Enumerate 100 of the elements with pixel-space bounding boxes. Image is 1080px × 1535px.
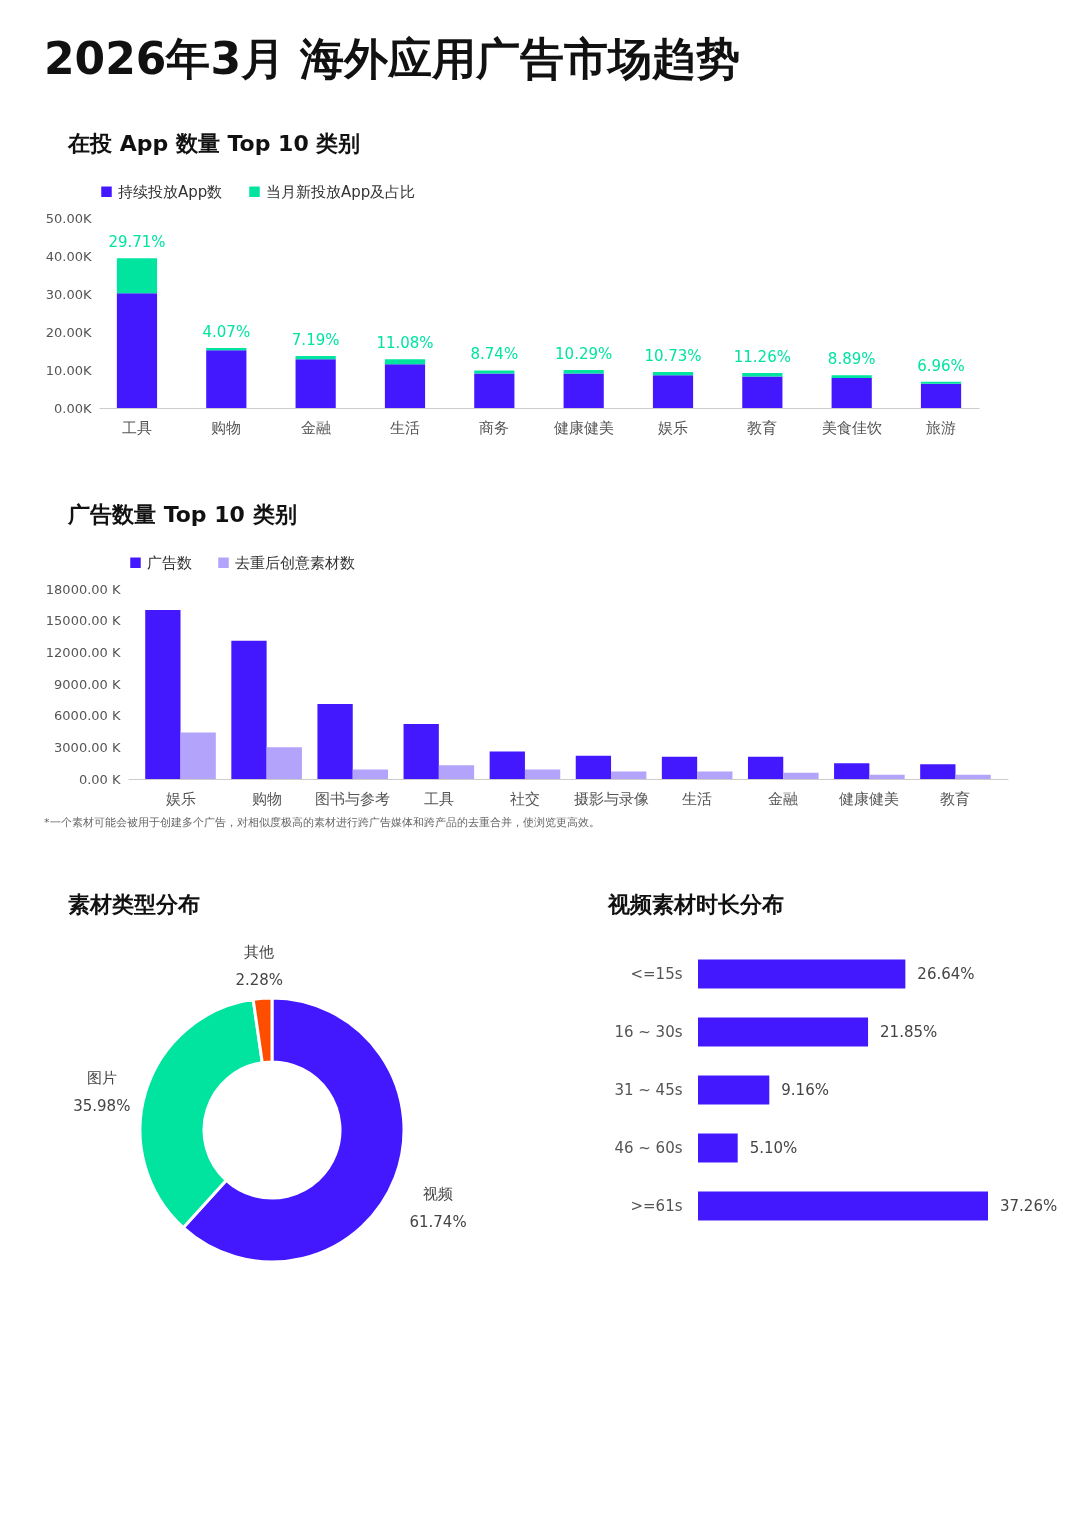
data-label: 26.64% bbox=[917, 965, 975, 983]
y-tick-label: 10.00K bbox=[45, 362, 92, 378]
bar bbox=[563, 373, 604, 408]
legend-label: 当月新投放App及占比 bbox=[266, 182, 416, 201]
bar bbox=[920, 764, 956, 779]
chart-subtitle: 视频素材时长分布 bbox=[608, 891, 785, 919]
bar bbox=[698, 1017, 869, 1047]
x-tick-label: 工具 bbox=[121, 418, 152, 437]
bar bbox=[438, 765, 475, 779]
bar bbox=[295, 359, 336, 408]
bar bbox=[783, 772, 819, 779]
bar bbox=[116, 293, 158, 408]
bar bbox=[831, 375, 872, 378]
y-tick-label: 46 ~ 60s bbox=[614, 1139, 683, 1157]
y-tick-label: 12000.00 K bbox=[45, 644, 121, 660]
bar bbox=[403, 724, 439, 779]
bar bbox=[384, 364, 426, 408]
annotation: 6.96% bbox=[917, 356, 965, 375]
bar bbox=[831, 377, 872, 408]
y-tick-label: 16 ~ 30s bbox=[614, 1023, 683, 1041]
slice-label: 图片 bbox=[86, 1068, 117, 1087]
text: *一个素材可能会被用于创建多个广告，对相似度极高的素材进行跨广告媒体和跨产品的去重合并，使浏览更高效。 bbox=[44, 815, 601, 830]
data-label: 37.26% bbox=[1000, 1197, 1058, 1215]
bar bbox=[661, 756, 698, 779]
bar bbox=[698, 1075, 770, 1105]
bar bbox=[231, 640, 267, 779]
x-tick-label: 旅游 bbox=[926, 418, 957, 437]
x-tick-label: 健康健美 bbox=[839, 789, 900, 808]
x-tick-label: 金融 bbox=[300, 418, 331, 437]
y-tick-label: 50.00K bbox=[45, 210, 92, 226]
x-tick-label: 娱乐 bbox=[165, 789, 196, 808]
y-tick-label: 20.00K bbox=[45, 324, 92, 340]
y-tick-label: 0.00 K bbox=[78, 771, 121, 787]
bar bbox=[698, 1133, 738, 1163]
bar bbox=[474, 373, 515, 408]
bar bbox=[116, 258, 158, 294]
bar bbox=[180, 732, 216, 779]
y-tick-label: 3000.00 K bbox=[54, 739, 121, 755]
legend-label: 去重后创意素材数 bbox=[235, 553, 355, 572]
bar bbox=[747, 756, 784, 779]
x-tick-label: 教育 bbox=[940, 789, 971, 808]
bar bbox=[474, 370, 515, 374]
legend-label: 广告数 bbox=[147, 553, 192, 572]
y-tick-label: <=15s bbox=[630, 965, 683, 983]
x-tick-label: 摄影与录像 bbox=[573, 789, 649, 808]
bar bbox=[742, 376, 783, 408]
bar bbox=[352, 769, 389, 779]
bar bbox=[206, 350, 247, 408]
x-tick-label: 商务 bbox=[479, 418, 510, 437]
x-tick-label: 购物 bbox=[251, 789, 282, 808]
slice-label: 其他 bbox=[244, 943, 275, 962]
annotation: 29.71% bbox=[108, 233, 166, 252]
data-label: 61.74% bbox=[409, 1213, 467, 1232]
x-tick-label: 图书与参考 bbox=[315, 789, 391, 808]
y-tick-label: 31 ~ 45s bbox=[614, 1081, 683, 1099]
bar bbox=[145, 610, 181, 779]
annotation: 7.19% bbox=[291, 330, 340, 349]
y-tick-label: 6000.00 K bbox=[54, 708, 121, 724]
x-tick-label: 美食佳饮 bbox=[821, 418, 882, 437]
y-tick-label: 9000.00 K bbox=[54, 676, 121, 692]
bar bbox=[611, 771, 647, 779]
data-label: 21.85% bbox=[880, 1023, 938, 1041]
bar bbox=[524, 769, 561, 779]
y-tick-label: 18000.00 K bbox=[45, 581, 121, 597]
bar bbox=[869, 774, 905, 779]
x-tick-label: 健康健美 bbox=[553, 418, 614, 437]
y-tick-label: 40.00K bbox=[45, 248, 92, 264]
bar bbox=[834, 763, 870, 779]
bar bbox=[652, 375, 694, 408]
annotation: 10.29% bbox=[555, 345, 613, 363]
x-tick-label: 生活 bbox=[389, 418, 420, 437]
chart-subtitle: 广告数量 Top 10 类别 bbox=[68, 501, 298, 529]
y-tick-label: >=61s bbox=[630, 1197, 683, 1215]
x-tick-label: 社交 bbox=[509, 789, 540, 808]
chart-subtitle: 在投 App 数量 Top 10 类别 bbox=[68, 130, 362, 158]
bar bbox=[698, 1191, 988, 1221]
bar bbox=[698, 959, 906, 989]
x-tick-label: 金融 bbox=[768, 789, 799, 808]
bar bbox=[920, 383, 962, 408]
slice-label: 视频 bbox=[423, 1185, 454, 1204]
bar bbox=[955, 774, 991, 779]
bar bbox=[266, 747, 302, 779]
chart-title: 2026年3月 海外应用广告市场趋势 bbox=[44, 32, 742, 86]
annotation: 11.08% bbox=[376, 334, 434, 353]
bar bbox=[384, 359, 426, 365]
annotation: 10.73% bbox=[644, 346, 702, 365]
x-tick-label: 教育 bbox=[747, 418, 778, 437]
annotation: 4.07% bbox=[202, 322, 251, 341]
annotation: 11.26% bbox=[733, 348, 791, 367]
annotation: 8.89% bbox=[827, 350, 876, 369]
bar bbox=[575, 755, 612, 779]
data-label: 5.10% bbox=[749, 1139, 798, 1157]
legend-label: 持续投放App数 bbox=[118, 182, 223, 201]
y-tick-label: 30.00K bbox=[45, 286, 92, 302]
y-tick-label: 0.00K bbox=[54, 400, 92, 416]
data-label: 9.16% bbox=[781, 1081, 829, 1099]
bar bbox=[489, 751, 525, 779]
x-tick-label: 工具 bbox=[423, 789, 454, 808]
annotation: 8.74% bbox=[470, 345, 519, 364]
chart-subtitle: 素材类型分布 bbox=[68, 891, 201, 919]
